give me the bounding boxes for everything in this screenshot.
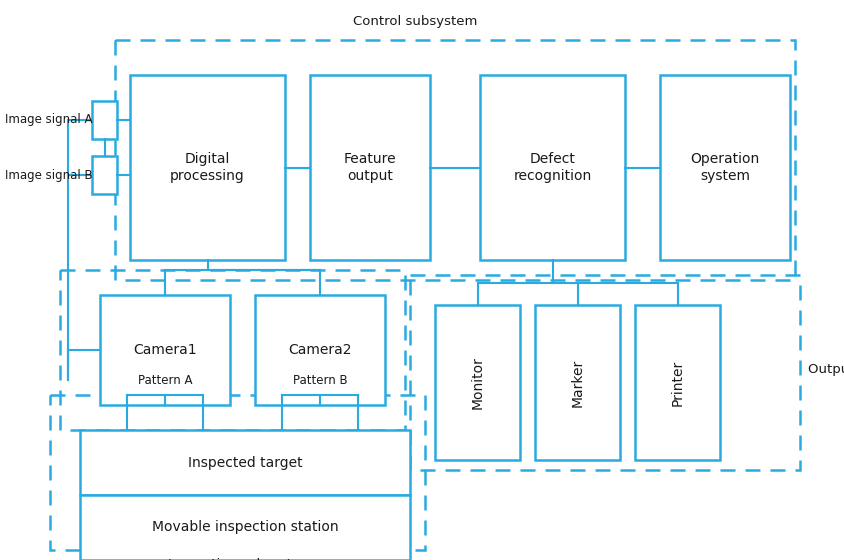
Text: Defect
recognition: Defect recognition <box>513 152 592 183</box>
Text: Digital
processing: Digital processing <box>170 152 245 183</box>
Text: Marker: Marker <box>571 358 585 407</box>
Bar <box>60 270 405 430</box>
Bar <box>80 430 410 495</box>
Bar <box>50 395 425 550</box>
Bar <box>80 495 410 560</box>
Text: Feature
output: Feature output <box>344 152 397 183</box>
Text: Monitor: Monitor <box>470 356 484 409</box>
Bar <box>480 75 625 260</box>
Text: Movable inspection station: Movable inspection station <box>152 520 338 534</box>
Bar <box>92 101 117 139</box>
Bar <box>660 75 790 260</box>
Text: Pattern A: Pattern A <box>138 374 192 387</box>
Bar <box>130 75 285 260</box>
Text: Image signal B: Image signal B <box>5 169 93 181</box>
Bar <box>255 295 385 405</box>
Bar <box>435 305 520 460</box>
Text: Output subsystem: Output subsystem <box>808 363 844 376</box>
Text: Operation
system: Operation system <box>690 152 760 183</box>
Bar <box>310 75 430 260</box>
Bar <box>635 305 720 460</box>
Bar <box>535 305 620 460</box>
Text: Pattern B: Pattern B <box>293 374 348 387</box>
Bar <box>410 275 800 470</box>
Text: Printer: Printer <box>670 360 684 405</box>
Text: Inspected target: Inspected target <box>187 455 302 469</box>
Text: Image signal A: Image signal A <box>5 114 93 127</box>
Bar <box>115 40 795 280</box>
Bar <box>92 156 117 194</box>
Text: Camera2: Camera2 <box>289 343 352 357</box>
Text: Inspection subsystem: Inspection subsystem <box>167 558 312 560</box>
Bar <box>100 295 230 405</box>
Text: Control subsystem: Control subsystem <box>353 15 477 28</box>
Text: Camera1: Camera1 <box>133 343 197 357</box>
